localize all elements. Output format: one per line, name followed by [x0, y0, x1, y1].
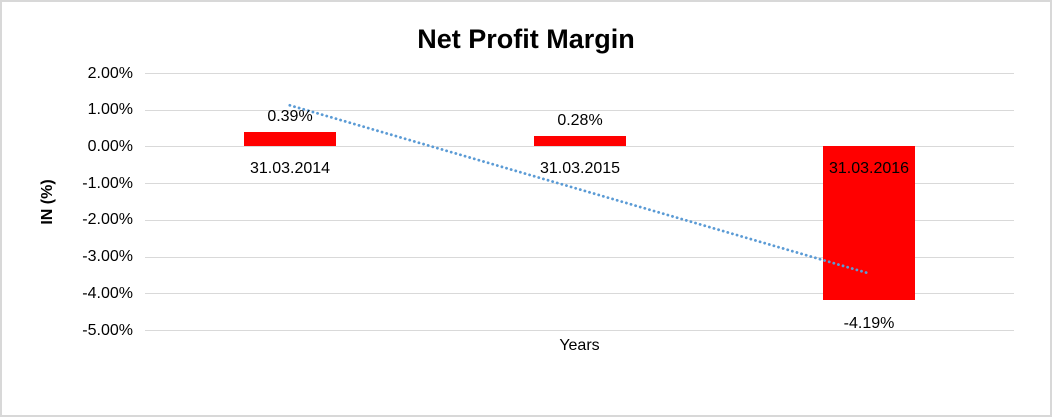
gridline [145, 73, 1014, 74]
gridline [145, 293, 1014, 294]
y-tick-label: -5.00% [82, 322, 133, 339]
category-label: 31.03.2015 [539, 160, 621, 177]
bar-value-label: -4.19% [843, 315, 895, 332]
bar [534, 136, 626, 146]
y-tick-label: 2.00% [87, 65, 133, 82]
y-tick-label: 0.00% [87, 138, 133, 155]
gridline [145, 330, 1014, 331]
y-tick-label: -1.00% [82, 175, 133, 192]
category-label: 31.03.2016 [828, 160, 910, 177]
bar-value-label: 0.39% [267, 108, 313, 125]
category-label: 31.03.2014 [249, 160, 331, 177]
y-tick-label: -3.00% [82, 248, 133, 265]
trendline [288, 103, 871, 275]
y-tick-label: -4.00% [82, 285, 133, 302]
bar-value-label: 0.28% [557, 112, 603, 129]
y-tick-label: 1.00% [87, 101, 133, 118]
y-tick-label: -2.00% [82, 211, 133, 228]
y-axis-title: IN (%) [39, 179, 56, 225]
x-axis-title: Years [559, 337, 600, 354]
bar [244, 132, 336, 146]
chart-title: Net Profit Margin [417, 24, 635, 54]
